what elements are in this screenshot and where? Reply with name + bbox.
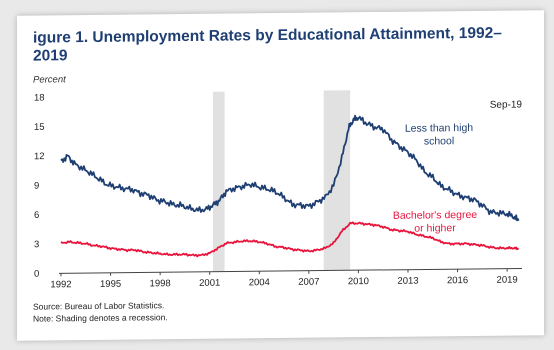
x-tick-label-2001: 2001	[199, 278, 220, 289]
x-tick-label-2016: 2016	[447, 275, 468, 286]
series-label-0-line-1: school	[424, 135, 454, 147]
x-tick-label-1998: 1998	[150, 278, 171, 289]
y-tick-label-18: 18	[34, 92, 45, 103]
recession-note: Note: Shading denotes a recession.	[33, 312, 168, 324]
source-note: Source: Bureau of Labor Statistics.	[33, 300, 165, 312]
y-tick-label-12: 12	[34, 151, 45, 162]
y-tick-label-9: 9	[34, 181, 39, 192]
x-tick-label-2007: 2007	[298, 277, 319, 288]
recession-band-1	[323, 90, 351, 271]
recession-shading-layer	[213, 90, 351, 272]
axis-layer: 0 3 6 9 12 15 18 1992 1995 1998 2001 2004 2007 2010 20…	[34, 92, 522, 290]
recession-band-0	[213, 91, 225, 272]
annotation-sep-19: Sep-19	[490, 99, 523, 110]
y-tick-label-15: 15	[34, 122, 45, 133]
series-layer	[60, 114, 520, 258]
series-label-0-line-0: Less than high	[405, 122, 473, 135]
series-line-0	[60, 114, 520, 222]
figure-card: igure 1. Unemployment Rates by Education…	[17, 10, 544, 341]
series-label-1-line-0: Bachelor's degree	[393, 209, 477, 222]
x-axis-line	[59, 267, 522, 274]
series-line-1	[60, 221, 519, 258]
series-label-1-line-1: or higher	[414, 222, 456, 234]
y-tick-label-6: 6	[34, 210, 39, 221]
y-tick-label-3: 3	[34, 239, 39, 250]
chart-svg: 0 3 6 9 12 15 18 1992 1995 1998 2001 2004 2007 2010 20…	[34, 90, 523, 290]
x-tick-label-2010: 2010	[348, 276, 369, 287]
x-tick-label-2019: 2019	[497, 275, 518, 286]
x-tick-label-2013: 2013	[397, 276, 418, 287]
x-tick-label-2004: 2004	[249, 277, 270, 288]
y-tick-label-0: 0	[34, 269, 39, 280]
x-tick-label-1992: 1992	[50, 279, 71, 290]
x-tick-label-1995: 1995	[100, 279, 121, 290]
